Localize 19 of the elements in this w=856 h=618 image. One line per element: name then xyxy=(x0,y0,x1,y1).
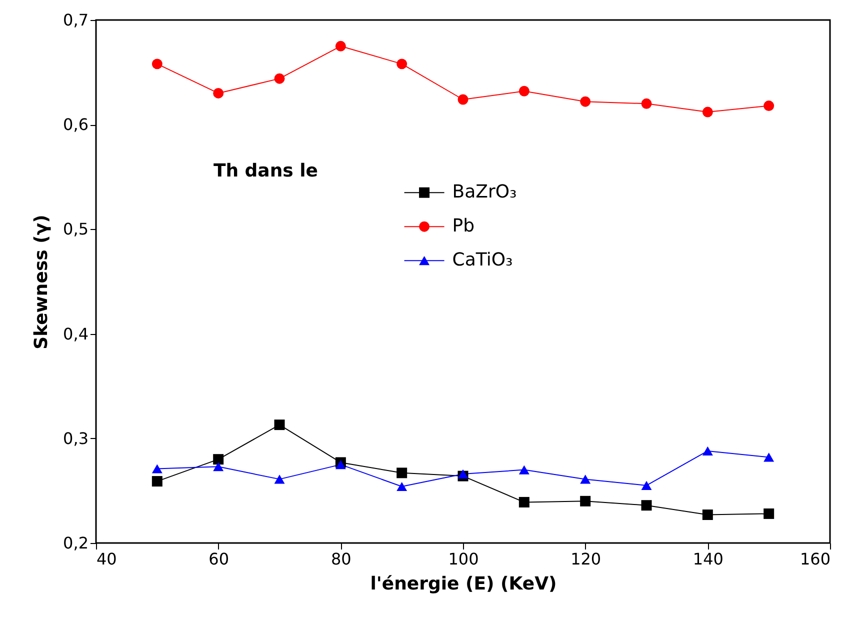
x-tick-label: 60 xyxy=(208,550,230,568)
y-axis-title: Skewness (γ) xyxy=(31,214,52,350)
x-tick-label: 140 xyxy=(692,550,724,568)
y-tick-label: 0,3 xyxy=(63,428,88,448)
x-tick-label: 100 xyxy=(448,550,479,568)
y-tick-label: 0,2 xyxy=(63,534,88,552)
x-axis-title: l'énergie (E) (KeV) xyxy=(370,574,557,594)
y-tick-label: 0,4 xyxy=(63,324,88,344)
x-tick-label: 160 xyxy=(800,550,830,568)
x-tick-label: 80 xyxy=(330,550,352,568)
y-tick-label: 0,6 xyxy=(63,115,88,134)
annotation: Th dans le xyxy=(213,160,318,182)
legend-label: Pb xyxy=(452,216,475,237)
legend-label: CaTiO₃ xyxy=(452,250,513,271)
legend-label: BaZrO₃ xyxy=(452,182,517,203)
y-tick-label: 0,5 xyxy=(63,220,88,239)
x-tick-label: 120 xyxy=(570,550,602,568)
y-tick-label: 0,7 xyxy=(63,10,88,30)
x-tick-label: 40 xyxy=(96,550,117,568)
